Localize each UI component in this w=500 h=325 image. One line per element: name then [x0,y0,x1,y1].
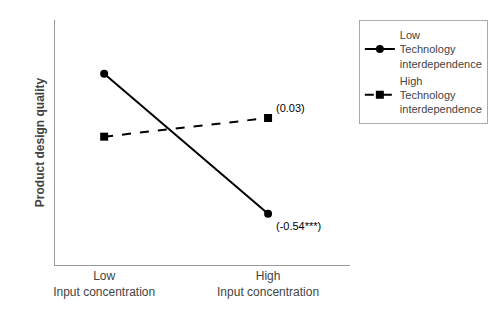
svg-text:LowTechnologyinterdependence: LowTechnologyinterdependence [400,29,482,70]
svg-text:(-0.54***): (-0.54***) [276,220,321,232]
svg-text:Product design quality: Product design quality [33,78,47,208]
svg-text:(0.03): (0.03) [276,102,305,114]
svg-text:HighInput concentration: HighInput concentration [217,269,319,299]
svg-text:HighTechnologyinterdependence: HighTechnologyinterdependence [400,75,482,116]
svg-text:LowInput concentration: LowInput concentration [53,269,155,299]
